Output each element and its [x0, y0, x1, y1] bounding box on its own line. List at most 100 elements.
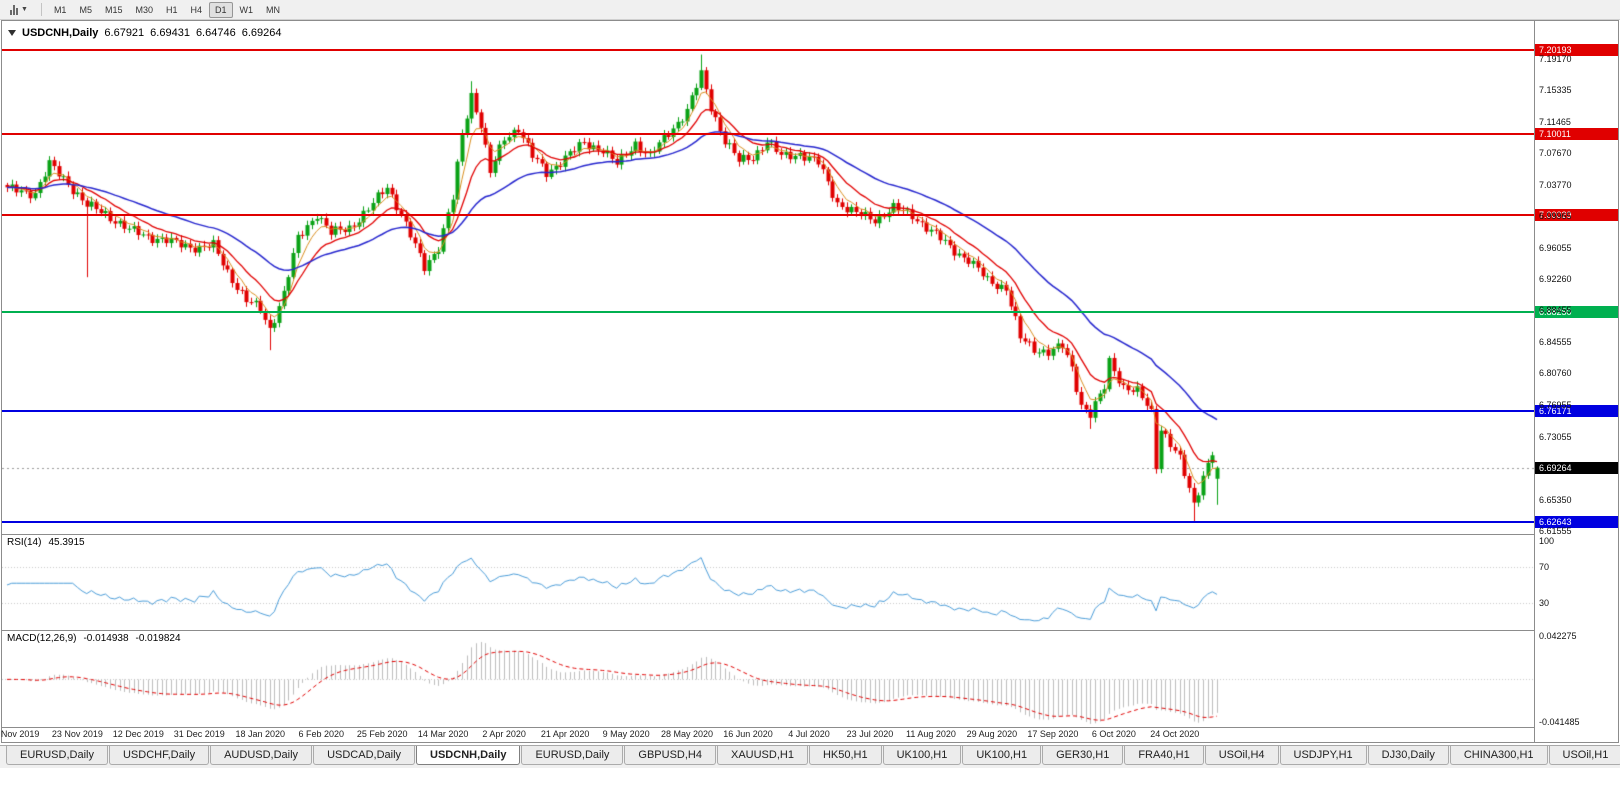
date-label: 2 Apr 2020	[482, 729, 526, 739]
panel-resize-handle[interactable]	[2, 534, 1534, 535]
price-tick-label: 6.88455	[1539, 305, 1572, 316]
chart-mode-button[interactable]: ▼	[4, 2, 34, 18]
price-tick-label: 6.65350	[1539, 494, 1572, 505]
timeframe-button-m1[interactable]: M1	[53, 4, 67, 15]
price-tick-label: 6.92260	[1539, 274, 1572, 285]
date-label: 23 Nov 2019	[51, 729, 103, 739]
candlestick-chart-icon	[10, 4, 18, 15]
date-label: 25 Feb 2020	[356, 729, 408, 739]
current-price-badge: 6.69264	[1535, 461, 1618, 474]
price-level-line[interactable]	[2, 214, 1534, 217]
price-level-line[interactable]	[2, 49, 1534, 52]
date-label: 17 Sep 2020	[1027, 729, 1079, 739]
price-level-badge: 6.62643	[1535, 516, 1618, 529]
chart-tab[interactable]: USDCNH,Daily	[416, 746, 521, 765]
time-axis-separator	[2, 727, 1618, 728]
toolbar-separator	[40, 3, 42, 16]
macd-value: -0.014938	[83, 633, 129, 644]
chart-tab[interactable]: USDJPY,H1	[1279, 746, 1367, 765]
chart-tab[interactable]: EURUSD,Daily	[6, 746, 108, 765]
price-level-badge: 6.76171	[1535, 405, 1618, 418]
macd-tick-label: -0.041485	[1539, 717, 1580, 727]
price-tick-label: 7.03770	[1539, 179, 1572, 190]
macd-tick-label: 0.042275	[1539, 631, 1577, 641]
price-tick-label: 6.80760	[1539, 368, 1572, 379]
date-label: 28 May 2020	[661, 729, 714, 739]
timeframe-button-m5[interactable]: M5	[79, 4, 92, 15]
price-level-line[interactable]	[2, 521, 1534, 524]
chart-tab[interactable]: UK100,H1	[882, 746, 962, 765]
price-tick-label: 7.11465	[1539, 116, 1571, 127]
timeframe-button-h1[interactable]: H1	[166, 4, 178, 15]
chart-tab[interactable]: FRA40,H1	[1124, 746, 1204, 765]
chart-tab[interactable]: USOil,H1	[1548, 746, 1620, 765]
ohlc-close: 6.69264	[241, 27, 282, 39]
date-label: 14 Mar 2020	[417, 729, 469, 739]
price-level-line[interactable]	[2, 132, 1534, 135]
panel-resize-handle[interactable]	[2, 630, 1534, 631]
timeframe-button-h4[interactable]: H4	[190, 4, 203, 15]
date-label: 9 May 2020	[602, 729, 650, 739]
price-scale[interactable]: 7.20193 7.10011 7.00029 6.88250 6.76171 6.626…	[1535, 21, 1618, 742]
ohlc-low: 6.64746	[195, 27, 236, 39]
ohlc-open: 6.67921	[104, 27, 145, 39]
timeframe-button-m15[interactable]: M15	[104, 4, 123, 15]
date-label: 6 Oct 2020	[1091, 729, 1136, 739]
chart-tab[interactable]: UK100,H1	[962, 746, 1042, 765]
chart-tab[interactable]: USDCAD,Daily	[313, 746, 416, 765]
rsi-value: 45.3915	[48, 537, 85, 548]
price-tick-label: 6.99965	[1539, 210, 1572, 221]
price-chart-canvas[interactable]	[2, 23, 1534, 534]
macd-chart-canvas[interactable]	[2, 631, 1534, 727]
ohlc-high: 6.69431	[150, 27, 190, 39]
price-tick-label: 7.15335	[1539, 84, 1572, 95]
price-tick-label: 7.07670	[1539, 147, 1572, 158]
price-level-badge: 7.00029	[1535, 209, 1618, 222]
macd-signal-value: -0.019824	[135, 633, 181, 644]
chart-tab[interactable]: HK50,H1	[808, 746, 882, 765]
date-label: 18 Jan 2020	[235, 729, 286, 739]
date-label: 29 Aug 2020	[966, 729, 1018, 739]
one-click-trading-icon[interactable]	[8, 30, 16, 36]
date-label: 12 Dec 2019	[112, 729, 164, 739]
price-scale-separator	[1534, 21, 1535, 742]
price-tick-label: 7.19170	[1539, 53, 1572, 64]
date-label: 16 Jun 2020	[723, 729, 773, 739]
chart-tab[interactable]: EURUSD,Daily	[521, 746, 624, 765]
chart-tab[interactable]: CHINA300,H1	[1449, 746, 1548, 765]
macd-indicator-label: MACD(12,26,9) -0.014938 -0.019824	[7, 633, 181, 644]
time-axis[interactable]: 5 Nov 2019 23 Nov 2019 12 Dec 2019 31 Dec 2…	[0, 728, 1534, 742]
rsi-chart-canvas[interactable]	[2, 535, 1534, 630]
chart-tab[interactable]: XAUUSD,H1	[716, 746, 808, 765]
timeframe-button-w1[interactable]: W1	[239, 4, 254, 15]
chart-ohlc-header: USDCNH,Daily 6.67921 6.69431 6.64746 6.6…	[8, 27, 281, 39]
rsi-tick-label: 100	[1539, 536, 1555, 546]
price-level-line[interactable]	[2, 311, 1534, 314]
date-label: 11 Aug 2020	[905, 729, 956, 739]
rsi-name: RSI(14)	[7, 537, 42, 548]
chart-tabs: EURUSD,Daily USDCHF,Daily AUDUSD,Daily USDC…	[6, 746, 1620, 765]
price-level-badge: 6.88250	[1535, 306, 1618, 319]
chart-symbol-label: USDCNH,Daily	[22, 27, 99, 39]
chart-tab-bar: EURUSD,Daily USDCHF,Daily AUDUSD,Daily USDC…	[0, 745, 1620, 768]
date-label: 21 Apr 2020	[540, 729, 590, 739]
timeframe-button-mn[interactable]: MN	[266, 4, 281, 15]
chart-tab[interactable]: USOil,H4	[1204, 746, 1279, 765]
price-level-badge: 7.10011	[1535, 127, 1618, 140]
rsi-tick-label: 70	[1539, 562, 1550, 573]
macd-name: MACD(12,26,9)	[7, 633, 77, 644]
date-label: 31 Dec 2019	[173, 729, 225, 739]
chart-tab[interactable]: DJ30,Daily	[1367, 746, 1449, 765]
chart-window: USDCNH,Daily 6.67921 6.69431 6.64746 6.6…	[0, 20, 1619, 743]
date-label: 23 Jul 2020	[846, 729, 894, 739]
chart-tab[interactable]: AUDUSD,Daily	[210, 746, 313, 765]
timeframe-button-m30[interactable]: M30	[135, 4, 153, 15]
price-level-line[interactable]	[2, 410, 1534, 413]
timeframe-button-d1[interactable]: D1	[209, 1, 233, 18]
chart-tab[interactable]: USDCHF,Daily	[108, 746, 210, 765]
date-label: 4 Jul 2020	[788, 729, 830, 739]
price-tick-label: 6.61555	[1539, 525, 1572, 536]
chart-tab[interactable]: GER30,H1	[1042, 746, 1124, 765]
price-tick-label: 6.76955	[1539, 399, 1572, 410]
chart-tab[interactable]: GBPUSD,H4	[624, 746, 716, 765]
